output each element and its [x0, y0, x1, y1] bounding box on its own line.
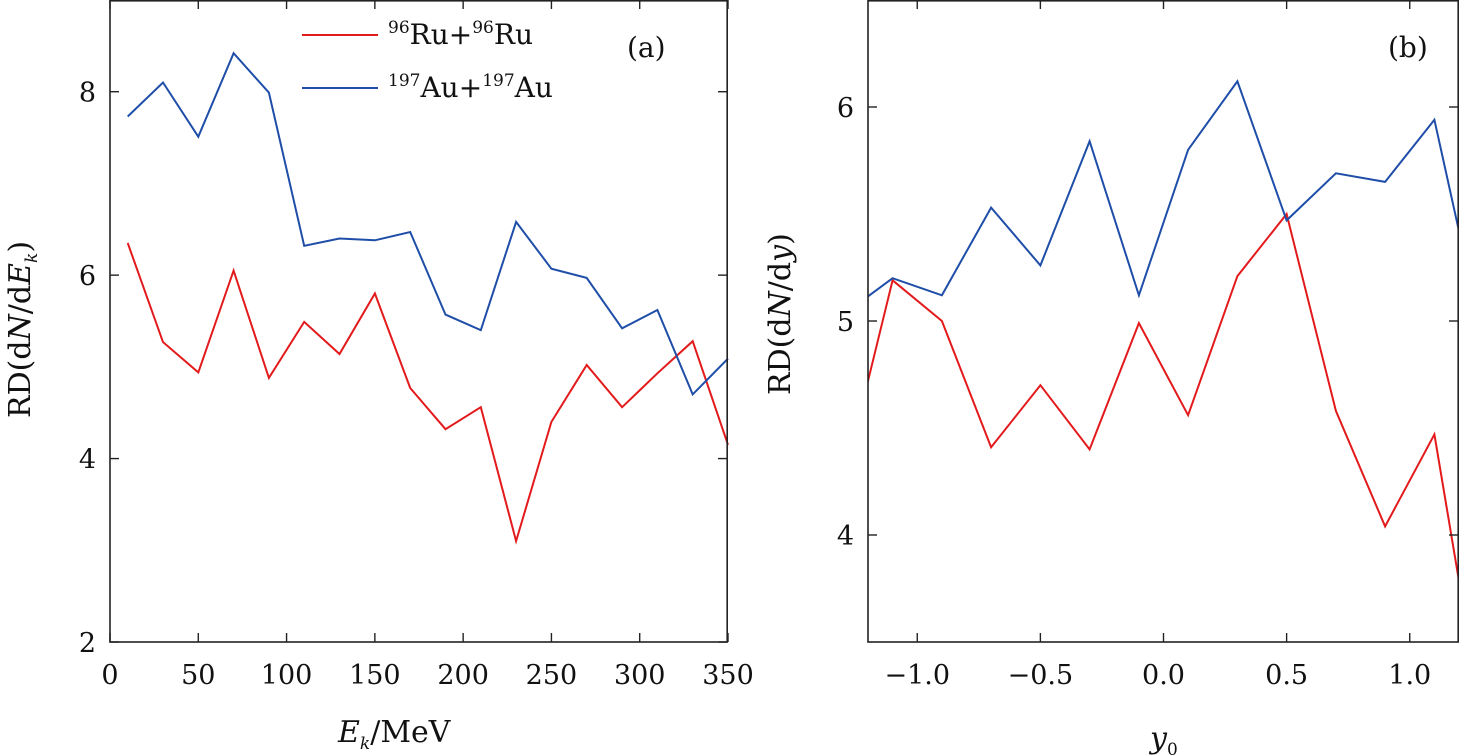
- panel-b-xtick-label: 0.5: [1265, 660, 1308, 691]
- legend-ru-plus: +: [449, 18, 472, 51]
- panel-b-ytick-label: 5: [837, 307, 854, 338]
- panel-a-xtick-label: 50: [181, 660, 215, 691]
- panel-a-ylabel-var: E: [3, 263, 38, 286]
- panel-a-ticks: 0 50 100 150 200 250 300 350 2 4 6 8: [79, 0, 754, 691]
- panel-a-series-group: [126, 51, 729, 545]
- panel-b-xtick-label: −0.5: [1008, 660, 1074, 691]
- panel-b-xlabel: y0: [1148, 721, 1178, 756]
- legend-ru-mass2: 96: [472, 18, 494, 38]
- panel-b-label: (b): [1388, 31, 1428, 64]
- panel-b-plot-frame: [867, 0, 1459, 643]
- panel-b-ylabel-prefix: RD(d: [763, 317, 798, 395]
- panel-b-xtick-label: −1.0: [884, 660, 950, 691]
- panel-b-xlabel-main: y: [1148, 721, 1168, 756]
- panel-a-ytick-label: 6: [79, 261, 96, 292]
- panel-b-ylabel-var: y: [763, 244, 798, 264]
- panel-b-xtick-label: 0.0: [1142, 660, 1185, 691]
- panel-a-xtick-label: 300: [614, 660, 666, 691]
- panel-a-xlabel: Ek/MeV: [337, 715, 452, 754]
- panel-a-ylabel-mid: /d: [3, 285, 38, 314]
- legend-label-ru: 96Ru+96Ru: [388, 18, 533, 51]
- panel-a-series-line-au: [127, 51, 729, 397]
- panel-a-xtick-label: 150: [349, 660, 401, 691]
- panel-b-series-line-au: [868, 79, 1459, 299]
- legend-au-mass1: 197: [388, 71, 420, 91]
- panel-b-ylabel-suffix: ): [763, 233, 798, 245]
- panel-b-ylabel-mid: /d: [763, 262, 798, 291]
- panel-b-ylabel-italic: N: [763, 289, 798, 318]
- panel-b-series-line-ru: [868, 211, 1459, 588]
- panel-a-ylabel: RD(dN/dEk): [3, 241, 42, 418]
- panel-a-ylabel-sub: k: [22, 253, 42, 263]
- panel-a-ylabel-prefix: RD(d: [3, 340, 38, 418]
- panel-a-xtick-label: 100: [261, 660, 313, 691]
- panel-a-series-line-ru: [126, 242, 729, 545]
- panel-a-label: (a): [627, 31, 666, 64]
- legend-au-mass2: 197: [482, 71, 514, 91]
- legend-label-au: 197Au+197Au: [388, 71, 553, 104]
- panel-a-ylabel-italic: N: [3, 312, 38, 341]
- legend-ru-el2: Ru: [494, 18, 533, 51]
- panel-a-xlabel-main: E: [337, 715, 360, 750]
- legend-ru-mass1: 96: [388, 18, 410, 38]
- panel-a-xlabel-sub: k: [360, 734, 370, 754]
- panel-b-xtick-label: 1.0: [1388, 660, 1431, 691]
- legend-au-el1: Au: [419, 71, 458, 104]
- panel-b-series-group: [868, 79, 1459, 588]
- panel-a-xlabel-unit: /MeV: [370, 715, 452, 750]
- panel-b-ticks: −1.0 −0.5 0.0 0.5 1.0 4 5 6: [837, 0, 1458, 691]
- panel-a-ytick-label: 8: [79, 78, 96, 109]
- panel-a-ytick-label: 4: [79, 445, 96, 476]
- legend-au-plus: +: [459, 71, 482, 104]
- panel-a-xtick-label: 200: [437, 660, 489, 691]
- panel-a-ytick-label: 2: [79, 628, 96, 659]
- panel-a: 0 50 100 150 200 250 300 350 2 4 6 8 (a) 96Ru+96Ru …: [3, 0, 754, 754]
- panel-a-xtick-label: 0: [101, 660, 118, 691]
- panel-a-ylabel-suffix: ): [3, 241, 38, 253]
- panel-b-ylabel: RD(dN/dy): [763, 233, 798, 395]
- panel-a-xtick-label: 250: [526, 660, 578, 691]
- legend-au-el2: Au: [514, 71, 553, 104]
- panel-b-ytick-label: 4: [837, 521, 854, 552]
- panel-a-xtick-label: 350: [702, 660, 754, 691]
- panel-b-ytick-label: 6: [837, 93, 854, 124]
- legend-ru-el1: Ru: [410, 18, 449, 51]
- panel-b-xlabel-sub: 0: [1167, 740, 1178, 756]
- panel-a-plot-frame: [109, 0, 729, 643]
- legend: 96Ru+96Ru 197Au+197Au: [302, 18, 553, 104]
